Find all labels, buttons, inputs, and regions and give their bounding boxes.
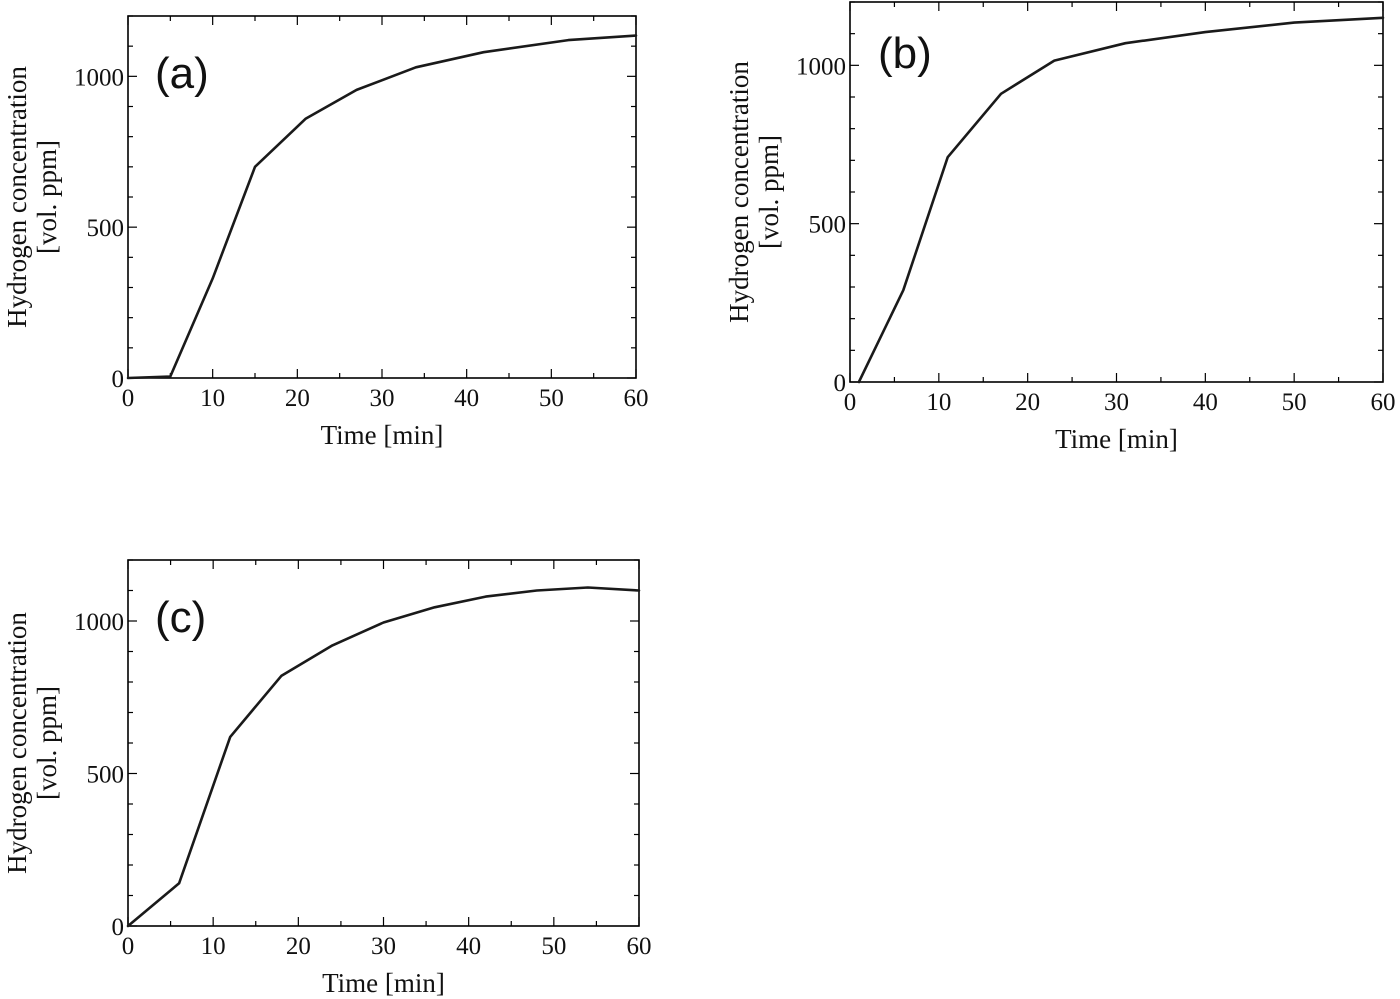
y-axis-label-line2: [vol. ppm] <box>32 686 62 800</box>
x-tick-label: 60 <box>1371 389 1396 416</box>
x-tick-label: 10 <box>201 933 226 960</box>
y-tick-label: 0 <box>112 914 125 941</box>
x-tick-label: 10 <box>200 385 225 412</box>
chart-panel-1: 0 10 20 30 40 50 60 0 500 1000 Time [min] Hydrogen … <box>724 1 1396 454</box>
y-axis-label-line1: Hydrogen concentration <box>2 66 32 328</box>
y-axis-label-line1: Hydrogen concentration <box>2 612 32 874</box>
chart-panel-2: 0 10 20 30 40 50 60 0 500 1000 Time [min] Hydrogen … <box>2 559 652 998</box>
series-line-0 <box>857 16 1385 384</box>
y-tick-label: 500 <box>809 212 847 239</box>
y-tick-label: 500 <box>87 762 125 789</box>
y-axis-label-line2: [vol. ppm] <box>32 140 62 254</box>
x-tick-label: 40 <box>456 933 481 960</box>
x-axis-label: Time [min] <box>321 420 444 450</box>
x-tick-label: 40 <box>454 385 479 412</box>
x-tick-label: 0 <box>122 385 135 412</box>
y-tick-label: 1000 <box>74 609 124 636</box>
y-axis-label-line2: [vol. ppm] <box>754 135 784 249</box>
x-tick-label: 0 <box>844 389 857 416</box>
x-axis-label: Time [min] <box>1055 424 1178 454</box>
series-line-0 <box>126 586 641 928</box>
y-tick-label: 0 <box>834 370 847 397</box>
x-tick-label: 20 <box>1015 389 1040 416</box>
x-tick-label: 10 <box>926 389 951 416</box>
y-tick-label: 0 <box>112 366 125 393</box>
panel-label: (c) <box>155 593 206 642</box>
y-tick-label: 1000 <box>74 64 124 91</box>
y-axis-label-line1: Hydrogen concentration <box>724 61 754 323</box>
x-tick-label: 40 <box>1193 389 1218 416</box>
x-tick-label: 30 <box>1104 389 1129 416</box>
x-tick-label: 20 <box>285 385 310 412</box>
x-tick-label: 50 <box>539 385 564 412</box>
y-tick-label: 500 <box>87 215 125 242</box>
series-line-0 <box>126 34 638 380</box>
panel-label: (a) <box>155 49 209 98</box>
x-tick-label: 30 <box>370 385 395 412</box>
x-tick-label: 50 <box>541 933 566 960</box>
x-tick-label: 60 <box>627 933 652 960</box>
x-tick-label: 50 <box>1282 389 1307 416</box>
x-tick-label: 0 <box>122 933 135 960</box>
x-tick-label: 60 <box>624 385 649 412</box>
chart-panel-0: 0 10 20 30 40 50 60 0 500 1000 Time [min] Hydrogen … <box>2 15 649 450</box>
panel-label: (b) <box>878 29 932 78</box>
x-tick-label: 20 <box>286 933 311 960</box>
x-tick-label: 30 <box>371 933 396 960</box>
y-tick-label: 1000 <box>796 53 846 80</box>
x-axis-label: Time [min] <box>322 968 445 998</box>
